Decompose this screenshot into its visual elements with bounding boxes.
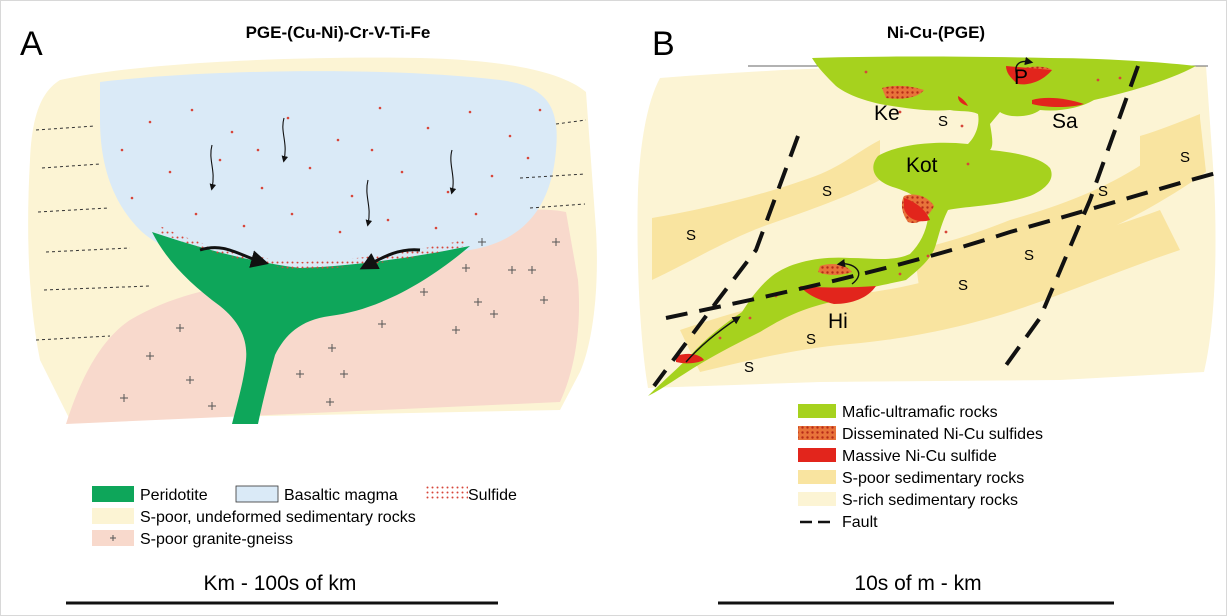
legend-label-disseminated: Disseminated Ni-Cu sulfides xyxy=(842,426,1043,443)
legend-a: Peridotite Basaltic magma Sulfide S-poor… xyxy=(92,485,517,548)
sulfide-layer xyxy=(158,226,466,270)
scale-label-b: 10s of m - km xyxy=(854,572,981,595)
svg-text:S: S xyxy=(806,331,816,348)
settling-arrows xyxy=(209,117,457,227)
label-hi: Hi xyxy=(828,310,848,333)
legend-label-sedimentary: S-poor, undeformed sedimentary rocks xyxy=(140,509,416,526)
legend-label-peridotite: Peridotite xyxy=(140,487,208,504)
peridotite-body xyxy=(152,232,470,424)
legend-swatch-disseminated xyxy=(798,426,836,440)
granite-plus-marks xyxy=(120,238,560,410)
panel-b-letter: B xyxy=(652,25,675,63)
legend-label-sulfide: Sulfide xyxy=(468,487,517,504)
legend-swatch-s-poor xyxy=(798,470,836,484)
svg-text:S: S xyxy=(1180,149,1190,166)
panel-b-title: Ni-Cu-(PGE) xyxy=(887,23,985,42)
mafic-ultramafic-network xyxy=(648,56,1196,396)
label-ke: Ke xyxy=(874,102,900,125)
svg-text:S: S xyxy=(1098,183,1108,200)
sulfide-droplets xyxy=(120,106,542,234)
panel-a-title: PGE-(Cu-Ni)-Cr-V-Ti-Fe xyxy=(246,23,431,42)
legend-b: Mafic-ultramafic rocks Disseminated Ni-C… xyxy=(798,404,1043,531)
label-sa: Sa xyxy=(1052,110,1078,133)
legend-label-fault: Fault xyxy=(842,514,878,531)
legend-swatch-mafic xyxy=(798,404,836,418)
svg-text:S: S xyxy=(822,183,832,200)
svg-text:S: S xyxy=(744,359,754,376)
svg-text:S: S xyxy=(686,227,696,244)
svg-text:S: S xyxy=(958,277,968,294)
panel-a-letter: A xyxy=(20,25,43,63)
legend-label-s-rich: S-rich sedimentary rocks xyxy=(842,492,1018,509)
panel-b: B Ni-Cu-(PGE) xyxy=(637,23,1221,605)
convection-arrows xyxy=(199,246,421,270)
s-poor-sediment-bands xyxy=(652,114,1206,372)
svg-text:S: S xyxy=(1024,247,1034,264)
legend-swatch-basaltic-magma xyxy=(235,485,279,503)
legend-label-s-poor: S-poor sedimentary rocks xyxy=(842,470,1024,487)
massive-sulfides xyxy=(676,66,1084,364)
scale-label-a: Km - 100s of km xyxy=(204,572,357,595)
sediment-bedding xyxy=(35,119,587,341)
panel-a: A PGE-(Cu-Ni)-Cr-V-Ti-Fe xyxy=(20,23,597,605)
legend-label-basaltic-magma: Basaltic magma xyxy=(284,487,398,504)
legend-swatch-sedimentary xyxy=(92,508,134,524)
legend-swatch-massive xyxy=(798,448,836,462)
legend-swatch-s-rich xyxy=(798,492,836,506)
svg-text:S: S xyxy=(938,113,948,130)
legend-swatch-sulfide xyxy=(424,486,468,500)
flow-arrows xyxy=(685,56,1034,363)
faults xyxy=(652,65,1221,388)
legend-label-massive: Massive Ni-Cu sulfide xyxy=(842,448,997,465)
label-kot: Kot xyxy=(906,154,938,177)
legend-label-granite: S-poor granite-gneiss xyxy=(140,531,293,548)
legend-label-mafic: Mafic-ultramafic rocks xyxy=(842,404,998,421)
basaltic-magma-chamber xyxy=(100,71,557,270)
legend-swatch-peridotite xyxy=(92,486,134,502)
s-poor-markers: S S S S S S S S S xyxy=(686,113,1190,376)
label-p: P xyxy=(1014,66,1028,89)
